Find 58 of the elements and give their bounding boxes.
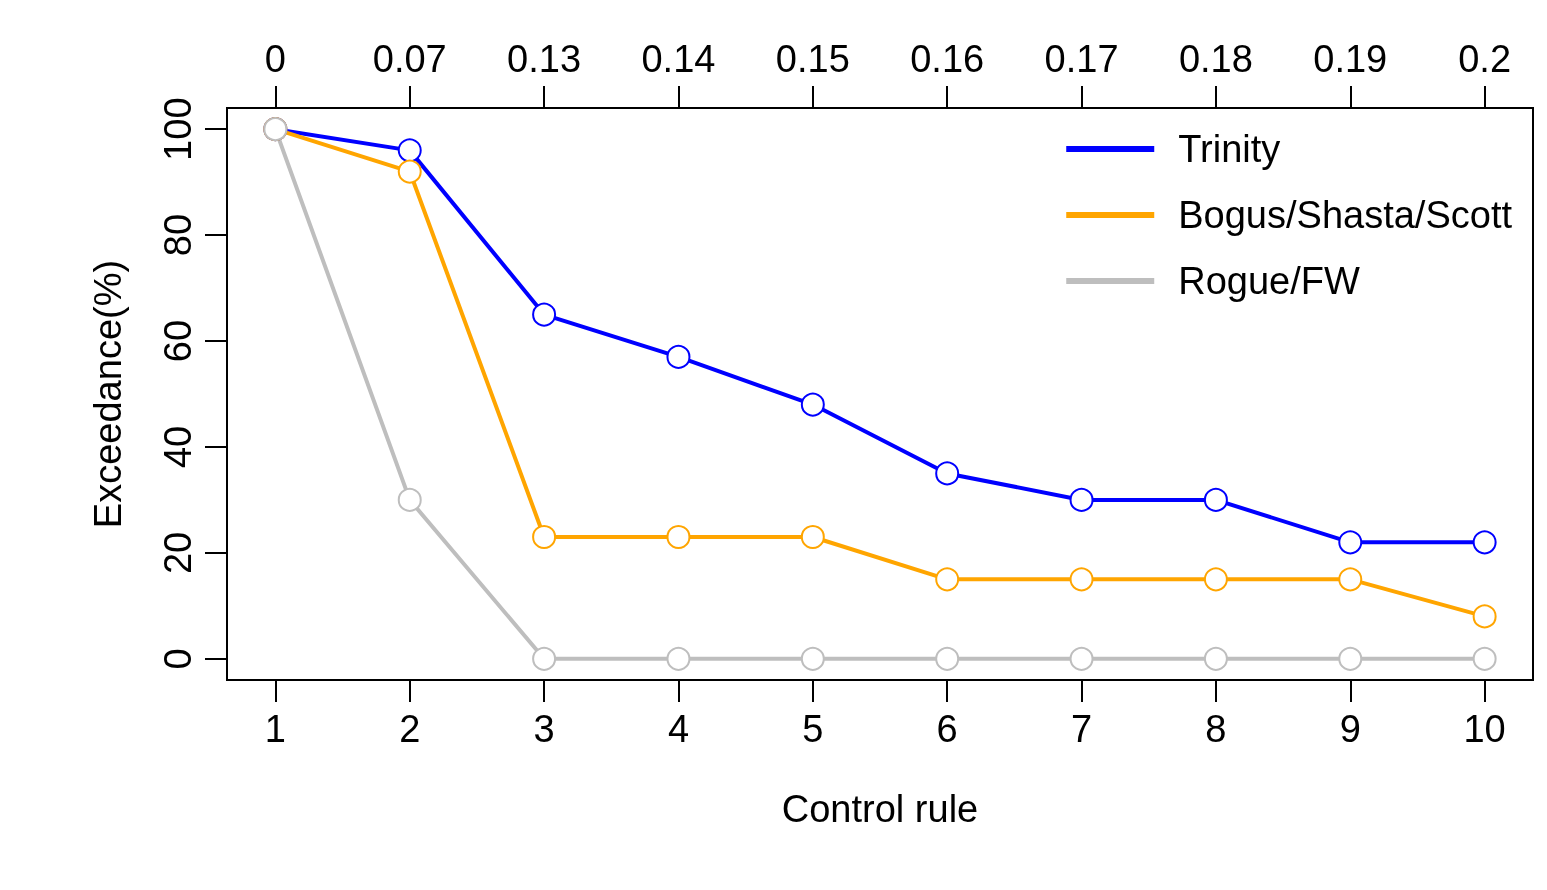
- annotation: 0.18: [1178, 38, 1253, 80]
- x-tick-label: 10: [1463, 708, 1506, 750]
- y-tick-label: 20: [157, 531, 199, 575]
- point: [800, 392, 825, 417]
- x-tick-label: 4: [667, 708, 690, 750]
- y-axis-title: Exceedance(%): [87, 259, 129, 529]
- x-tick-label: 8: [1205, 708, 1227, 750]
- x-tick-label: 5: [802, 708, 824, 750]
- annotation: 0.2: [1458, 38, 1512, 80]
- point: [1203, 487, 1228, 512]
- point: [532, 302, 557, 327]
- legend-label: Rogue/FW: [1178, 260, 1360, 302]
- legend-label: Trinity: [1178, 128, 1281, 170]
- point: [1338, 567, 1363, 592]
- y-tick-label: 60: [157, 319, 199, 363]
- x-tick-label: 6: [936, 708, 958, 750]
- point: [1472, 604, 1497, 629]
- point: [1203, 567, 1228, 592]
- point: [935, 646, 960, 671]
- point: [1472, 646, 1497, 671]
- point: [800, 646, 825, 671]
- x-tick-label: 1: [264, 708, 286, 750]
- x-tick-label: 2: [399, 708, 421, 750]
- point: [397, 138, 422, 163]
- point: [397, 159, 422, 184]
- x-axis-title: Control rule: [781, 788, 979, 830]
- y-tick-label: 80: [157, 213, 199, 257]
- annotation: 0: [264, 38, 286, 80]
- point: [1069, 646, 1094, 671]
- legend-label: Bogus/Shasta/Scott: [1178, 194, 1513, 236]
- annotation: 0.16: [910, 38, 985, 80]
- annotation: 0.15: [775, 38, 850, 80]
- x-tick-label: 9: [1339, 708, 1361, 750]
- annotation: 0.17: [1044, 38, 1119, 80]
- point: [666, 646, 691, 671]
- annotation: 0.07: [372, 38, 447, 80]
- y-tick-label: 100: [157, 97, 199, 161]
- point: [397, 487, 422, 512]
- point: [1203, 646, 1228, 671]
- point: [532, 646, 557, 671]
- y-tick-label: 40: [157, 425, 199, 469]
- point: [532, 525, 557, 549]
- point: [800, 525, 825, 549]
- point: [1069, 487, 1094, 512]
- y-tick-label: 0: [157, 648, 199, 670]
- point: [666, 344, 691, 369]
- point: [935, 567, 960, 592]
- annotation: 0.19: [1313, 38, 1388, 80]
- point: [1069, 567, 1094, 592]
- point: [935, 461, 960, 486]
- point: [1472, 530, 1497, 555]
- point: [1338, 646, 1363, 671]
- x-tick-label: 7: [1070, 708, 1093, 750]
- annotation: 0.13: [507, 38, 582, 80]
- point: [666, 525, 691, 549]
- annotation: 0.14: [641, 38, 716, 80]
- x-tick-label: 3: [533, 708, 555, 750]
- point: [1338, 530, 1363, 555]
